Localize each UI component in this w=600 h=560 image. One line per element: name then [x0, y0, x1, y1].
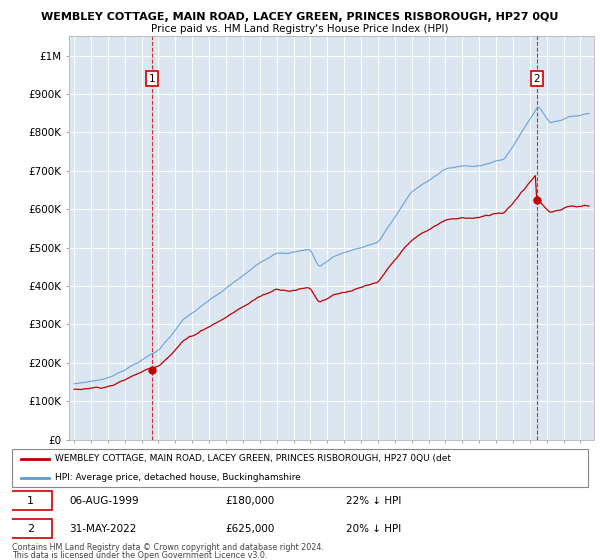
Text: 22% ↓ HPI: 22% ↓ HPI [346, 496, 401, 506]
Text: 2: 2 [27, 524, 34, 534]
Text: 31-MAY-2022: 31-MAY-2022 [70, 524, 137, 534]
Text: WEMBLEY COTTAGE, MAIN ROAD, LACEY GREEN, PRINCES RISBOROUGH, HP27 0QU (det: WEMBLEY COTTAGE, MAIN ROAD, LACEY GREEN,… [55, 454, 451, 463]
Text: 1: 1 [148, 73, 155, 83]
Text: Price paid vs. HM Land Registry's House Price Index (HPI): Price paid vs. HM Land Registry's House … [151, 24, 449, 34]
Text: 1: 1 [27, 496, 34, 506]
Text: 2: 2 [533, 73, 540, 83]
Text: 06-AUG-1999: 06-AUG-1999 [70, 496, 139, 506]
Text: Contains HM Land Registry data © Crown copyright and database right 2024.: Contains HM Land Registry data © Crown c… [12, 543, 324, 552]
Text: £180,000: £180,000 [225, 496, 274, 506]
Text: £625,000: £625,000 [225, 524, 274, 534]
Text: HPI: Average price, detached house, Buckinghamshire: HPI: Average price, detached house, Buck… [55, 473, 301, 482]
Text: This data is licensed under the Open Government Licence v3.0.: This data is licensed under the Open Gov… [12, 551, 268, 560]
FancyBboxPatch shape [12, 449, 588, 487]
FancyBboxPatch shape [9, 491, 52, 511]
Text: WEMBLEY COTTAGE, MAIN ROAD, LACEY GREEN, PRINCES RISBOROUGH, HP27 0QU: WEMBLEY COTTAGE, MAIN ROAD, LACEY GREEN,… [41, 12, 559, 22]
Text: 20% ↓ HPI: 20% ↓ HPI [346, 524, 401, 534]
FancyBboxPatch shape [9, 519, 52, 538]
